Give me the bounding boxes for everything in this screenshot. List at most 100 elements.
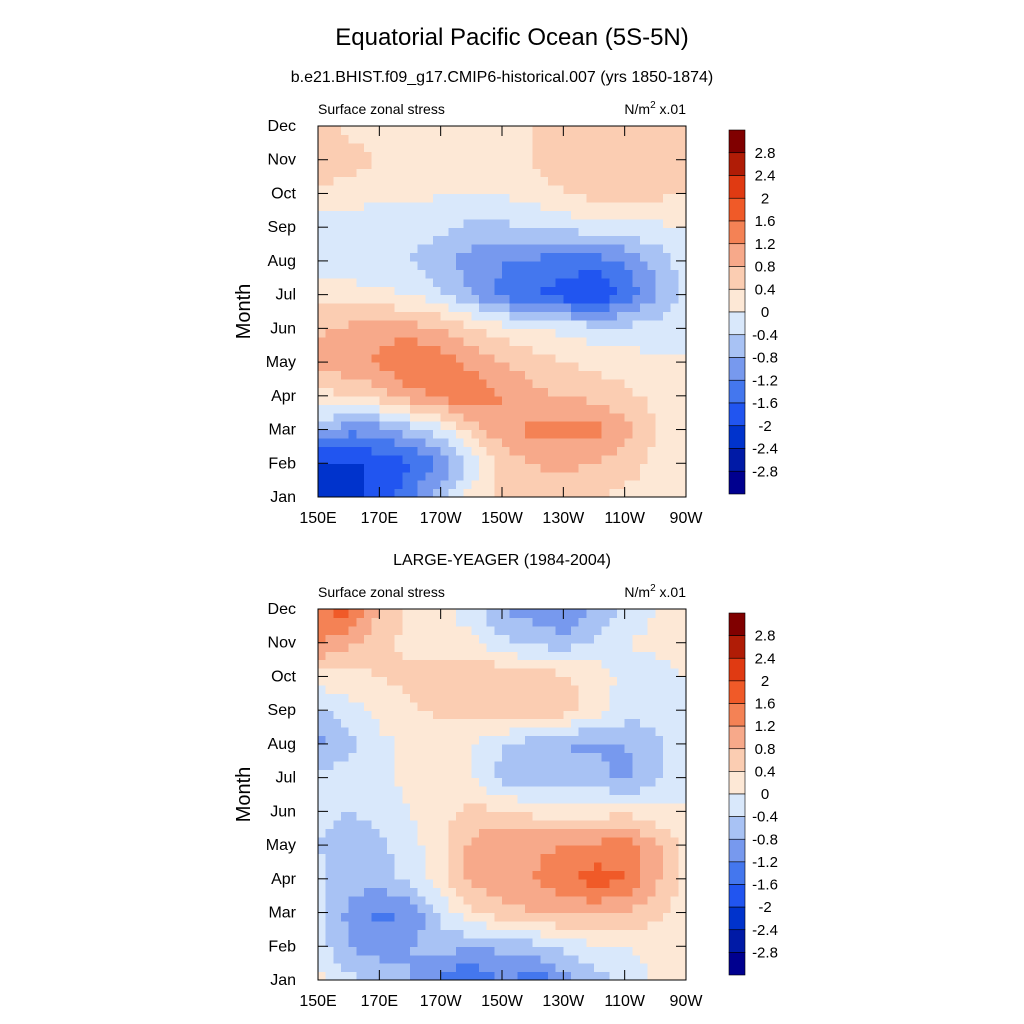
heatmap-cell	[678, 811, 687, 821]
heatmap-cell	[318, 176, 327, 186]
heatmap-cell	[402, 277, 411, 287]
heatmap-cell	[387, 668, 396, 678]
heatmap-cell	[425, 134, 434, 144]
heatmap-cell	[494, 404, 503, 414]
heatmap-cell	[540, 920, 549, 931]
heatmap-cell	[663, 151, 672, 161]
heatmap-cell	[448, 929, 457, 939]
heatmap-cell	[463, 819, 472, 829]
heatmap-cell	[632, 294, 641, 304]
heatmap-cell	[341, 176, 350, 186]
heatmap-cell	[410, 802, 419, 812]
heatmap-cell	[348, 210, 357, 220]
heatmap-cell	[624, 126, 633, 136]
heatmap-cell	[479, 387, 488, 397]
heatmap-cell	[647, 853, 656, 863]
heatmap-cell	[425, 362, 434, 372]
heatmap-cell	[364, 929, 373, 939]
heatmap-cell	[594, 701, 603, 711]
heatmap-cell	[563, 471, 572, 481]
heatmap-cell	[525, 446, 534, 456]
heatmap-cell	[364, 718, 373, 728]
heatmap-cell	[425, 142, 434, 152]
heatmap-cell	[425, 929, 434, 939]
heatmap-cell	[601, 353, 610, 363]
heatmap-cell	[417, 929, 426, 939]
heatmap-cell	[555, 395, 564, 405]
heatmap-cell	[371, 845, 380, 855]
heatmap-cell	[325, 609, 334, 619]
heatmap-cell	[356, 159, 365, 169]
heatmap-cell	[371, 870, 380, 880]
heatmap-cell	[425, 651, 434, 661]
colorbar-box	[728, 266, 746, 290]
heatmap-cell	[379, 760, 388, 770]
heatmap-cell	[463, 252, 472, 262]
heatmap-cell	[525, 954, 534, 964]
heatmap-cell	[440, 185, 449, 195]
heatmap-cell	[632, 946, 641, 956]
heatmap-cell	[586, 887, 595, 897]
heatmap-cell	[433, 142, 442, 152]
heatmap-cell	[532, 437, 541, 448]
heatmap-cell	[655, 328, 664, 338]
heatmap-cell	[394, 617, 403, 627]
heatmap-cell	[540, 710, 549, 720]
heatmap-cell	[509, 777, 518, 787]
heatmap-cell	[640, 769, 649, 779]
heatmap-cell	[578, 684, 587, 694]
heatmap-cell	[402, 971, 411, 981]
heatmap-cell	[548, 488, 557, 498]
heatmap-cell	[594, 920, 603, 931]
heatmap-cell	[456, 887, 465, 897]
heatmap-cell	[670, 336, 679, 346]
heatmap-cell	[655, 378, 664, 388]
heatmap-cell	[578, 437, 587, 448]
heatmap-cell	[632, 454, 641, 464]
heatmap-cell	[394, 201, 403, 211]
heatmap-cell	[678, 819, 687, 829]
heatmap-cell	[348, 412, 357, 422]
heatmap-cell	[601, 668, 610, 678]
heatmap-cell	[617, 252, 626, 262]
heatmap-cell	[494, 676, 503, 686]
heatmap-cell	[655, 370, 664, 380]
heatmap-cell	[548, 303, 557, 313]
heatmap-cell	[364, 353, 373, 363]
heatmap-cell	[502, 752, 511, 762]
heatmap-cell	[548, 151, 557, 161]
colorbar-label: 0.8	[755, 741, 776, 758]
heatmap-cell	[402, 370, 411, 380]
heatmap-cell	[348, 446, 357, 456]
heatmap-cell	[479, 609, 488, 619]
heatmap-cell	[494, 134, 503, 144]
heatmap-cell	[471, 303, 480, 313]
heatmap-cell	[417, 126, 426, 136]
heatmap-cell	[479, 701, 488, 711]
heatmap-cell	[333, 904, 342, 914]
heatmap-cell	[540, 811, 549, 821]
heatmap-cell	[356, 336, 365, 346]
heatmap-cell	[440, 244, 449, 254]
heatmap-cell	[678, 887, 687, 897]
y-tick-label: Jul	[276, 287, 296, 304]
heatmap-cell	[594, 235, 603, 245]
heatmap-cell	[663, 693, 672, 703]
heatmap-cell	[425, 336, 434, 346]
heatmap-cell	[647, 252, 656, 262]
heatmap-cell	[563, 446, 572, 456]
heatmap-cell	[548, 176, 557, 186]
heatmap-cell	[632, 437, 641, 448]
heatmap-cell	[624, 625, 633, 635]
heatmap-cell	[471, 446, 480, 456]
heatmap-cell	[387, 345, 396, 355]
heatmap-cell	[379, 929, 388, 939]
heatmap-cell	[348, 387, 357, 397]
heatmap-cell	[663, 743, 672, 753]
heatmap-cell	[402, 954, 411, 964]
heatmap-cell	[525, 693, 534, 703]
heatmap-cell	[586, 463, 595, 473]
heatmap-cell	[502, 760, 511, 770]
heatmap-cell	[341, 861, 350, 871]
heatmap-cell	[555, 269, 564, 279]
